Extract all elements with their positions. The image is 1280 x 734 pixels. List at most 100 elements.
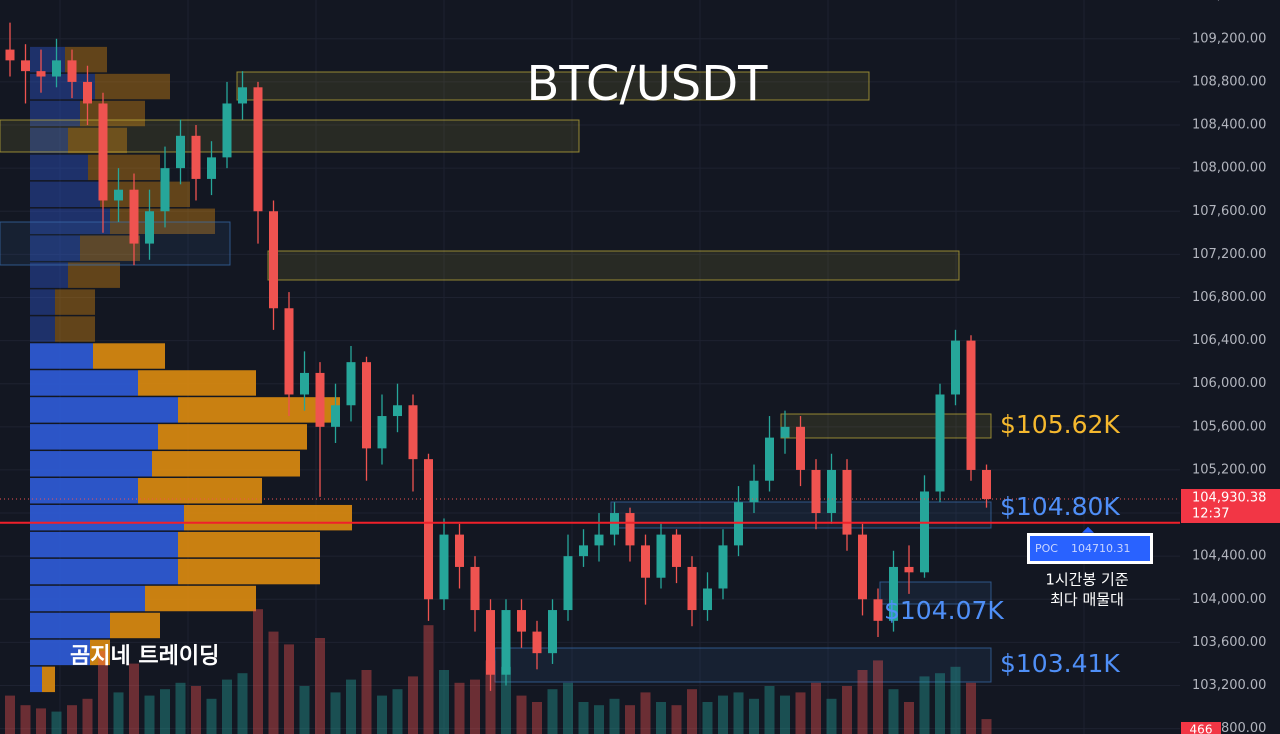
poc-note: 1시간봉 기준 bbox=[1045, 571, 1129, 589]
price-annotation: $104.80K bbox=[1000, 492, 1120, 521]
zone bbox=[0, 221, 231, 266]
volume-bar bbox=[749, 698, 759, 734]
volume-bar bbox=[67, 705, 77, 734]
y-tick-label: 106,800.00 bbox=[1192, 290, 1266, 305]
candle-body bbox=[904, 566, 914, 573]
volume-bar bbox=[950, 666, 961, 734]
volume-bar bbox=[904, 702, 914, 734]
profile-buy bbox=[30, 289, 55, 315]
volume-bar bbox=[268, 631, 279, 734]
candle-body bbox=[83, 81, 92, 104]
zone bbox=[236, 71, 870, 101]
volume-bar bbox=[733, 692, 744, 734]
candle-body bbox=[300, 372, 309, 395]
volume-bar bbox=[702, 702, 713, 734]
y-tick-label: 107,200.00 bbox=[1192, 247, 1266, 262]
candle-body bbox=[439, 534, 449, 600]
profile-buy bbox=[30, 235, 80, 261]
profile-sell bbox=[178, 397, 340, 423]
candle-body bbox=[98, 103, 108, 201]
volume-bar bbox=[129, 663, 139, 734]
price-annotation: $104.07K bbox=[884, 596, 1004, 625]
volume-bar bbox=[609, 698, 620, 734]
profile-sell bbox=[80, 100, 145, 127]
volume-bar bbox=[144, 695, 155, 734]
candle-body bbox=[966, 340, 976, 470]
y-tick-label: 105,200.00 bbox=[1192, 462, 1266, 477]
profile-buy bbox=[30, 639, 90, 666]
volume-bar bbox=[966, 682, 976, 734]
candle-body bbox=[548, 610, 557, 654]
volume-bar bbox=[919, 676, 930, 734]
candle-body bbox=[21, 60, 30, 72]
candle-body bbox=[889, 566, 898, 621]
candle-body bbox=[920, 491, 929, 573]
volume-bar bbox=[780, 695, 790, 734]
candle-body bbox=[176, 135, 185, 169]
poc-label: POC bbox=[1035, 542, 1058, 555]
profile-buy bbox=[30, 343, 93, 369]
volume-bar bbox=[687, 689, 697, 734]
volume-bar bbox=[36, 708, 46, 734]
candle-body bbox=[842, 469, 852, 535]
candle-body bbox=[873, 599, 883, 621]
candle-body bbox=[858, 534, 867, 600]
volume-bar bbox=[547, 689, 558, 734]
profile-buy bbox=[30, 424, 158, 450]
volume-bar bbox=[671, 705, 682, 734]
volume-bar bbox=[51, 711, 62, 734]
profile-buy bbox=[30, 585, 145, 612]
volume-bar bbox=[439, 670, 449, 734]
zone bbox=[780, 413, 992, 439]
zone bbox=[0, 119, 580, 153]
y-tick-label: 103,200.00 bbox=[1192, 678, 1266, 693]
y-tick-label: 109,200.00 bbox=[1192, 31, 1266, 46]
profile-sell bbox=[110, 208, 215, 235]
candle-body bbox=[796, 426, 805, 470]
candle-body bbox=[238, 87, 247, 104]
profile-buy bbox=[30, 100, 80, 127]
profile-sell bbox=[55, 289, 95, 315]
profile-sell bbox=[184, 504, 352, 531]
poc-box bbox=[1030, 536, 1150, 561]
candle-body bbox=[470, 566, 480, 611]
y-tick-label: 103,600.00 bbox=[1192, 635, 1266, 650]
candle-body bbox=[625, 513, 635, 546]
chart-title: BTC/USDT bbox=[526, 56, 768, 112]
volume-bar bbox=[640, 692, 651, 734]
volume-bar bbox=[361, 670, 372, 734]
volume-bar bbox=[888, 689, 899, 734]
countdown: 12:37 bbox=[1192, 506, 1229, 521]
price-annotation: $103.41K bbox=[1000, 649, 1120, 678]
profile-buy bbox=[30, 262, 68, 288]
candle-body bbox=[563, 556, 573, 611]
volume-bar bbox=[206, 698, 217, 734]
volume-bar bbox=[222, 679, 232, 734]
volume-bar bbox=[299, 686, 310, 734]
candle-body bbox=[594, 534, 604, 546]
profile-sell bbox=[68, 262, 120, 288]
candle-body bbox=[114, 189, 123, 201]
volume-bar bbox=[764, 686, 775, 734]
candle-body bbox=[951, 340, 960, 395]
volume-bar bbox=[578, 702, 589, 734]
zone bbox=[879, 581, 992, 605]
candle-body bbox=[129, 189, 139, 244]
last-price-label: 104,930.38 bbox=[1192, 490, 1266, 505]
candle-body bbox=[191, 135, 201, 179]
profile-sell bbox=[42, 666, 55, 693]
candle-body bbox=[780, 426, 790, 438]
profile-buy bbox=[30, 154, 88, 181]
profile-sell bbox=[138, 478, 262, 504]
profile-buy bbox=[30, 451, 152, 477]
volume-bar bbox=[826, 698, 837, 734]
profile-sell bbox=[110, 612, 160, 639]
volume-bar bbox=[981, 719, 992, 734]
volume-bar bbox=[284, 644, 294, 734]
profile-buy bbox=[30, 397, 178, 423]
candle-body bbox=[827, 469, 836, 514]
profile-sell bbox=[90, 639, 110, 666]
profile-buy bbox=[30, 478, 138, 504]
candle-body bbox=[67, 60, 77, 82]
